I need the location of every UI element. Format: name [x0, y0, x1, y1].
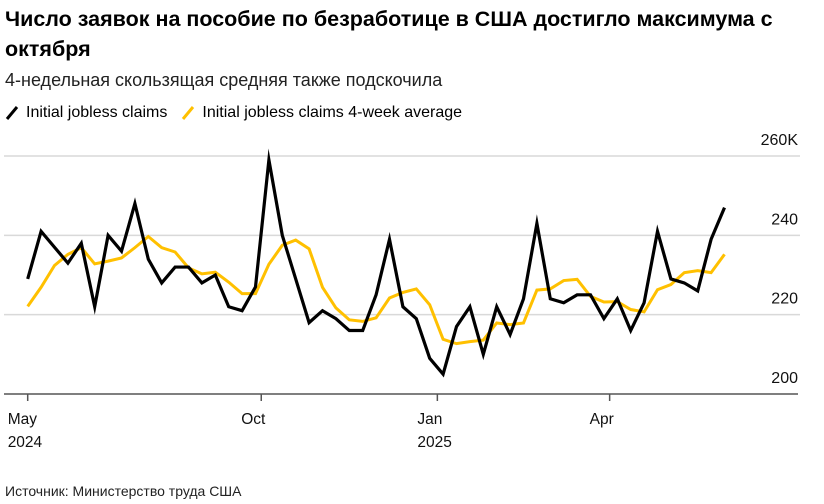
legend-item-claims: Initial jobless claims: [5, 104, 167, 122]
legend: Initial jobless claims Initial jobless c…: [5, 104, 462, 122]
x-tick-label: Jan: [417, 411, 442, 428]
legend-label-average: Initial jobless claims 4-week average: [202, 104, 463, 121]
x-tick-sublabel: 2024: [8, 434, 43, 451]
y-tick-label: 260K: [761, 132, 799, 149]
legend-item-average: Initial jobless claims 4-week average: [181, 104, 462, 122]
source-note: Источник: Министерство труда США: [5, 483, 242, 499]
x-tick-sublabel: 2025: [417, 434, 451, 451]
x-tick-label: Oct: [241, 411, 266, 428]
x-tick-label: Apr: [590, 411, 614, 428]
x-tick-label: May: [8, 411, 38, 428]
legend-swatch-average: [182, 106, 195, 120]
chart-subtitle: 4-недельная скользящая средняя также под…: [5, 70, 443, 90]
legend-swatch-claims: [5, 106, 19, 120]
legend-label-claims: Initial jobless claims: [26, 104, 168, 121]
chart-title: Число заявок на пособие по безработице в…: [5, 7, 773, 61]
y-tick-label: 240: [771, 211, 798, 228]
y-tick-label: 220: [771, 291, 798, 308]
series-line-claims: [26, 148, 726, 378]
y-tick-label: 200: [771, 370, 798, 387]
